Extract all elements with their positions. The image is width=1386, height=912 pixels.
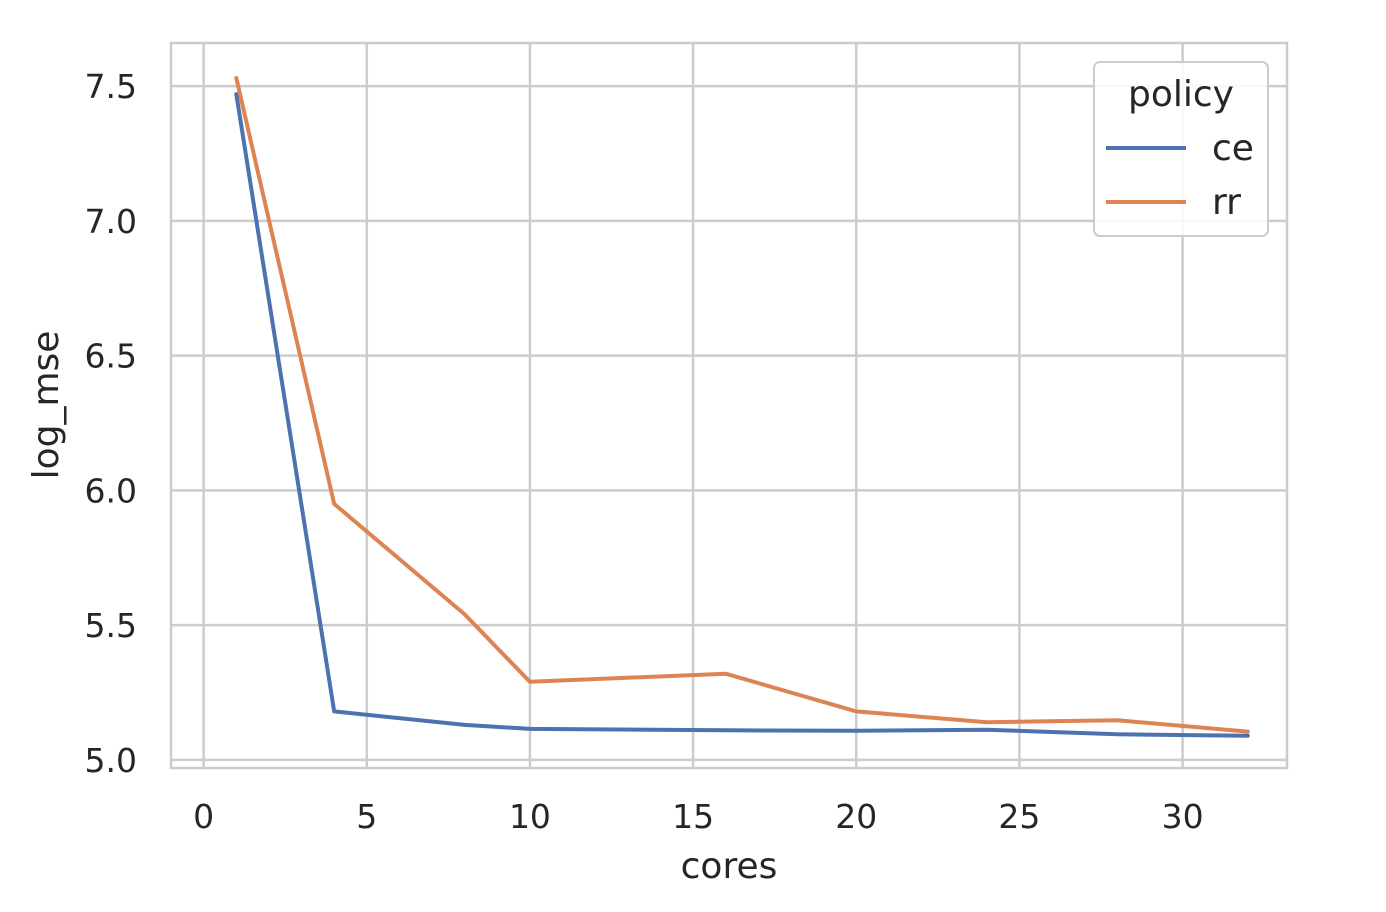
y-tick-label: 5.5 bbox=[85, 606, 137, 645]
legend: policy ce rr bbox=[1093, 61, 1269, 237]
x-tick-label: 15 bbox=[672, 797, 714, 836]
series-lines bbox=[234, 76, 1250, 738]
tick-labels: 0 5 10 15 20 25 30 5.0 5.5 6.0 6.5 7.0 7.5 bbox=[85, 67, 1204, 836]
y-tick-label: 7.5 bbox=[85, 67, 137, 106]
x-tick-label: 30 bbox=[1162, 797, 1204, 836]
legend-title: policy bbox=[1128, 74, 1234, 115]
legend-label-rr: rr bbox=[1212, 182, 1241, 223]
y-axis-label: log_mse bbox=[26, 331, 67, 480]
y-tick-label: 6.0 bbox=[85, 471, 137, 510]
grid bbox=[171, 43, 1287, 768]
x-tick-label: 25 bbox=[998, 797, 1040, 836]
series-line-rr bbox=[234, 76, 1250, 734]
y-tick-label: 5.0 bbox=[85, 741, 137, 780]
series-line-ce bbox=[234, 92, 1250, 738]
y-tick-label: 6.5 bbox=[85, 337, 137, 376]
legend-label-ce: ce bbox=[1212, 128, 1254, 169]
x-tick-label: 20 bbox=[835, 797, 877, 836]
x-tick-label: 0 bbox=[193, 797, 214, 836]
x-tick-label: 10 bbox=[509, 797, 551, 836]
x-tick-label: 5 bbox=[356, 797, 377, 836]
x-axis-label: cores bbox=[681, 846, 778, 887]
plot-frame bbox=[169, 41, 1289, 770]
y-tick-label: 7.0 bbox=[85, 202, 137, 241]
